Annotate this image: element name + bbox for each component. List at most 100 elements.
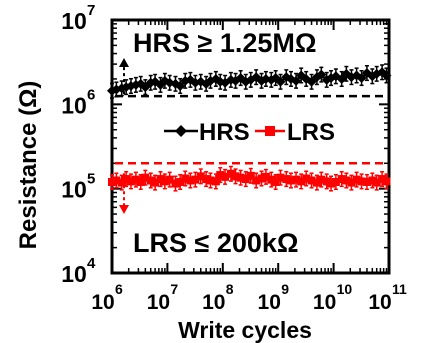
x-tick-exponent: 7 bbox=[170, 281, 178, 297]
x-tick-label: 10 bbox=[258, 291, 281, 314]
lrs-point bbox=[231, 172, 240, 181]
lrs-threshold-annotation: LRS ≤ 200kΩ bbox=[133, 228, 299, 258]
y-tick-exponent: 6 bbox=[87, 86, 95, 103]
lrs-point bbox=[322, 177, 331, 186]
hrs-point bbox=[356, 73, 367, 84]
legend-lrs-label: LRS bbox=[287, 119, 335, 146]
series-lrs bbox=[108, 165, 391, 192]
lrs-point bbox=[112, 176, 121, 185]
lrs-point bbox=[378, 175, 387, 184]
y-tick-label: 10 bbox=[61, 92, 87, 118]
x-tick-label: 10 bbox=[91, 291, 114, 314]
lrs-point bbox=[108, 177, 116, 186]
lrs-point bbox=[122, 175, 131, 184]
hrs-up-arrow bbox=[119, 58, 129, 95]
hrs-point bbox=[275, 76, 286, 87]
lrs-point bbox=[372, 178, 381, 187]
y-tick-label: 10 bbox=[61, 177, 87, 203]
lrs-point bbox=[160, 177, 169, 186]
hrs-up-arrow-head bbox=[119, 58, 129, 67]
lrs-point bbox=[171, 179, 180, 188]
lrs-point bbox=[292, 175, 301, 184]
y-tick-label: 10 bbox=[61, 261, 87, 287]
lrs-point bbox=[186, 176, 195, 185]
lrs-point bbox=[257, 174, 266, 183]
x-tick-exponent: 8 bbox=[226, 281, 234, 297]
lrs-point bbox=[181, 174, 190, 183]
legend-lrs-swatch-marker bbox=[265, 126, 275, 136]
y-tick-exponent: 5 bbox=[87, 171, 95, 188]
lrs-point bbox=[302, 174, 311, 183]
y-tick-label: 10 bbox=[61, 8, 87, 34]
lrs-point bbox=[347, 178, 356, 187]
hrs-point bbox=[316, 69, 327, 80]
lrs-point bbox=[206, 176, 215, 185]
lrs-point bbox=[276, 173, 285, 182]
legend-hrs-swatch-marker bbox=[175, 125, 187, 137]
lrs-point bbox=[317, 175, 326, 184]
y-tick-exponent: 4 bbox=[87, 255, 96, 272]
lrs-point bbox=[267, 175, 276, 184]
lrs-down-arrow-head bbox=[119, 205, 129, 214]
lrs-point bbox=[117, 178, 126, 187]
lrs-point bbox=[327, 179, 336, 188]
lrs-point bbox=[131, 175, 140, 184]
lrs-point bbox=[226, 169, 235, 178]
lrs-point bbox=[156, 175, 165, 184]
lrs-point bbox=[307, 176, 316, 185]
lrs-point bbox=[368, 176, 377, 185]
lrs-point bbox=[337, 175, 346, 184]
lrs-point bbox=[352, 175, 361, 184]
lrs-point bbox=[246, 171, 255, 180]
hrs-point bbox=[306, 76, 317, 87]
plot-frame bbox=[110, 18, 391, 275]
y-axis-title: Resistance (Ω) bbox=[15, 81, 42, 250]
lrs-point bbox=[331, 177, 340, 186]
x-tick-exponent: 9 bbox=[281, 281, 289, 297]
lrs-point bbox=[196, 172, 205, 181]
lrs-point bbox=[176, 177, 185, 186]
lrs-point bbox=[286, 176, 295, 185]
lrs-point bbox=[146, 176, 155, 185]
lrs-point bbox=[211, 177, 220, 186]
hrs-threshold-annotation: HRS ≥ 1.25MΩ bbox=[133, 28, 317, 58]
legend: HRS LRS bbox=[164, 119, 335, 146]
series-hrs bbox=[107, 64, 392, 99]
lrs-point bbox=[342, 176, 351, 185]
hrs-point bbox=[291, 75, 302, 86]
x-tick-exponent: 6 bbox=[115, 281, 123, 297]
lrs-point bbox=[191, 175, 200, 184]
lrs-point bbox=[151, 178, 160, 187]
x-tick-exponent: 11 bbox=[392, 281, 407, 297]
lrs-point bbox=[252, 176, 261, 185]
lrs-point bbox=[126, 177, 135, 186]
lrs-point bbox=[221, 172, 230, 181]
y-tick-exponent: 7 bbox=[87, 2, 95, 19]
lrs-point bbox=[282, 175, 291, 184]
lrs-point bbox=[382, 177, 391, 186]
legend-hrs-label: HRS bbox=[199, 119, 250, 146]
series-layer bbox=[107, 58, 392, 214]
lrs-point bbox=[165, 175, 174, 184]
lrs-point bbox=[241, 175, 250, 184]
lrs-point bbox=[202, 175, 211, 184]
x-tick-label: 10 bbox=[313, 291, 336, 314]
x-tick-label: 10 bbox=[147, 291, 170, 314]
x-tick-label: 10 bbox=[368, 291, 391, 314]
hrs-point bbox=[175, 80, 186, 91]
x-axis-title: Write cycles bbox=[178, 317, 312, 343]
hrs-point bbox=[381, 70, 392, 81]
x-tick-exponent: 10 bbox=[337, 281, 353, 297]
lrs-point bbox=[216, 171, 225, 180]
lrs-point bbox=[362, 177, 371, 186]
lrs-point bbox=[357, 177, 366, 186]
lrs-point bbox=[312, 178, 321, 187]
chart-text: HRS ≥ 1.25MΩ LRS ≤ 200kΩ Write cycles Re… bbox=[15, 28, 317, 343]
lrs-point bbox=[141, 173, 150, 182]
lrs-point bbox=[271, 177, 280, 186]
lrs-point bbox=[297, 177, 306, 186]
x-tick-label: 10 bbox=[202, 291, 225, 314]
lrs-point bbox=[261, 172, 270, 181]
